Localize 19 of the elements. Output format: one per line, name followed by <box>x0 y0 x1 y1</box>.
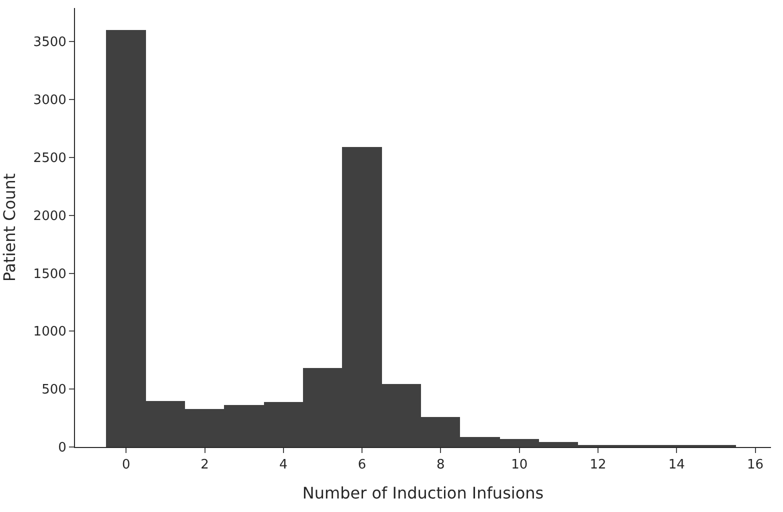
x-tick-label: 14 <box>668 458 685 473</box>
y-tick-label: 0 <box>58 440 66 456</box>
x-tick-label: 16 <box>746 458 764 473</box>
y-tick-label: 3000 <box>33 93 66 108</box>
x-tick-label: 2 <box>200 458 209 473</box>
x-tick-label: 6 <box>358 458 366 473</box>
x-tick-label: 8 <box>436 458 445 473</box>
x-tick-label: 10 <box>511 458 528 473</box>
x-tick-label: 12 <box>590 458 606 473</box>
y-tick-label: 1000 <box>33 324 66 340</box>
y-tick-label: 2500 <box>33 150 66 166</box>
y-axis-title: Patient Count <box>0 173 19 282</box>
y-tick-label: 500 <box>42 382 66 398</box>
y-tick-label: 3500 <box>33 35 66 50</box>
x-tick-label: 4 <box>279 458 288 473</box>
y-tick-label: 2000 <box>33 208 66 224</box>
x-tick-label: 0 <box>122 458 130 473</box>
x-axis-title: Number of Induction Infusions <box>302 483 544 502</box>
y-tick-label: 1500 <box>33 266 66 282</box>
